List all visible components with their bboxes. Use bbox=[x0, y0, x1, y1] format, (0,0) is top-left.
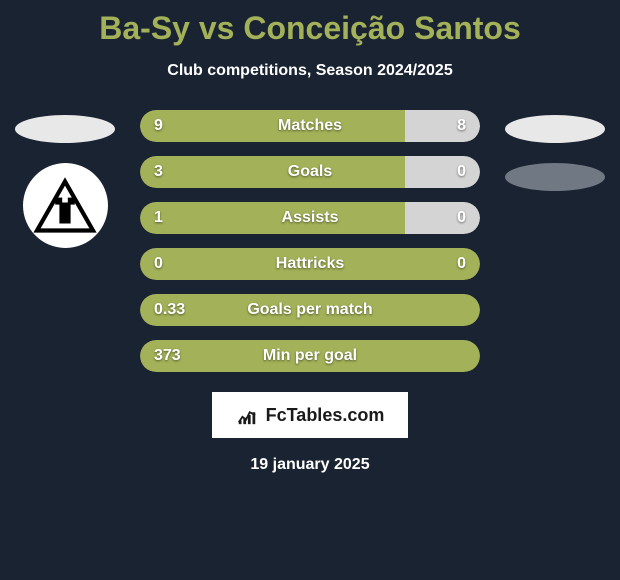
chart-icon bbox=[236, 404, 258, 426]
stat-row: 373 Min per goal bbox=[140, 340, 480, 372]
comparison-card: Ba-Sy vs Conceição Santos Club competiti… bbox=[0, 0, 620, 580]
player-placeholder-left bbox=[15, 115, 115, 143]
stat-row: 1 Assists 0 bbox=[140, 202, 480, 234]
stat-bar-left bbox=[140, 110, 405, 142]
stat-value-right: 0 bbox=[457, 209, 466, 227]
stat-value-left: 0.33 bbox=[154, 301, 185, 319]
stat-value-left: 9 bbox=[154, 117, 163, 135]
stat-label: Goals bbox=[288, 163, 332, 181]
page-title: Ba-Sy vs Conceição Santos bbox=[99, 10, 520, 47]
stat-bar-right bbox=[405, 202, 480, 234]
stat-label: Min per goal bbox=[263, 347, 357, 365]
player-placeholder-right-2 bbox=[505, 163, 605, 191]
stat-value-left: 3 bbox=[154, 163, 163, 181]
stat-row: 3 Goals 0 bbox=[140, 156, 480, 188]
stat-bar-right bbox=[405, 110, 480, 142]
date-label: 19 january 2025 bbox=[250, 456, 369, 474]
stat-value-left: 0 bbox=[154, 255, 163, 273]
left-column bbox=[10, 110, 120, 248]
stat-bar-left bbox=[140, 156, 405, 188]
stat-value-left: 373 bbox=[154, 347, 181, 365]
attribution-text: FcTables.com bbox=[266, 405, 385, 426]
main-row: 9 Matches 8 3 Goals 0 1 Assists 0 0 Hattricks 0 0.33… bbox=[0, 110, 620, 372]
stat-label: Matches bbox=[278, 117, 342, 135]
stat-label: Hattricks bbox=[276, 255, 344, 273]
stat-value-right: 0 bbox=[457, 255, 466, 273]
attribution-box[interactable]: FcTables.com bbox=[212, 392, 409, 438]
stat-bar-left bbox=[140, 202, 405, 234]
stat-label: Assists bbox=[282, 209, 339, 227]
stat-value-right: 8 bbox=[457, 117, 466, 135]
club-badge-left bbox=[23, 163, 108, 248]
stat-label: Goals per match bbox=[247, 301, 372, 319]
stat-row: 0 Hattricks 0 bbox=[140, 248, 480, 280]
stats-column: 9 Matches 8 3 Goals 0 1 Assists 0 0 Hattricks 0 0.33… bbox=[140, 110, 480, 372]
right-column bbox=[500, 110, 610, 191]
stat-value-right: 0 bbox=[457, 163, 466, 181]
player-placeholder-right-1 bbox=[505, 115, 605, 143]
stat-value-left: 1 bbox=[154, 209, 163, 227]
stat-row: 0.33 Goals per match bbox=[140, 294, 480, 326]
stat-bar-right bbox=[405, 156, 480, 188]
stat-row: 9 Matches 8 bbox=[140, 110, 480, 142]
subtitle: Club competitions, Season 2024/2025 bbox=[167, 62, 452, 80]
club-logo-icon bbox=[30, 171, 100, 241]
